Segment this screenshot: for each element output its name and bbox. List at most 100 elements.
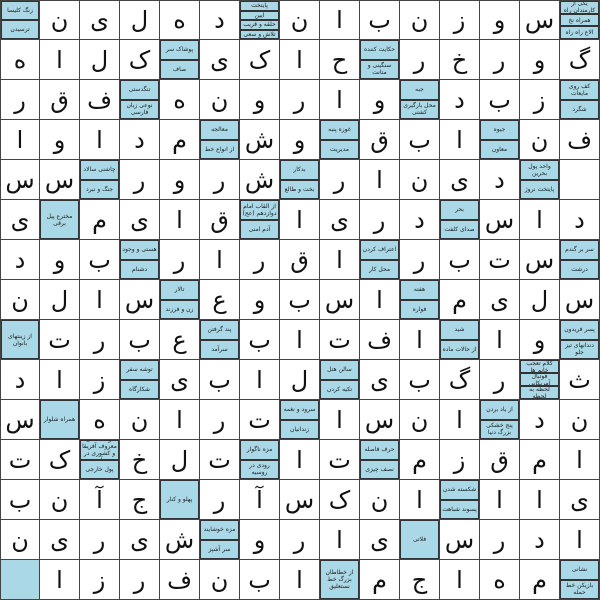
letter-cell[interactable]: ق — [280, 240, 320, 280]
letter-cell[interactable]: ی — [200, 40, 240, 80]
letter-cell[interactable]: ب — [360, 0, 400, 40]
letter-cell[interactable]: ر — [280, 80, 320, 120]
letter-cell[interactable]: ن — [40, 0, 80, 40]
letter-cell[interactable]: د — [200, 0, 240, 40]
letter-cell[interactable]: ت — [320, 320, 360, 360]
letter-cell[interactable]: ز — [80, 360, 120, 400]
letter-cell[interactable]: ا — [320, 0, 360, 40]
letter-cell[interactable]: ا — [560, 440, 600, 480]
letter-cell[interactable]: و — [240, 80, 280, 120]
letter-cell[interactable]: س — [360, 400, 400, 440]
letter-cell[interactable]: و — [40, 120, 80, 160]
empty-cell[interactable] — [560, 160, 600, 200]
letter-cell[interactable]: ر — [280, 520, 320, 560]
letter-cell[interactable]: ف — [80, 80, 120, 120]
letter-cell[interactable]: ل — [80, 40, 120, 80]
letter-cell[interactable]: ل — [280, 360, 320, 400]
letter-cell[interactable]: ر — [200, 480, 240, 520]
letter-cell[interactable]: م — [520, 440, 560, 480]
letter-cell[interactable]: س — [440, 520, 480, 560]
letter-cell[interactable]: ی — [160, 360, 200, 400]
letter-cell[interactable]: ن — [200, 80, 240, 120]
letter-cell[interactable]: ه — [80, 400, 120, 440]
letter-cell[interactable]: ن — [360, 480, 400, 520]
letter-cell[interactable]: ن — [520, 120, 560, 160]
letter-cell[interactable]: ب — [80, 240, 120, 280]
letter-cell[interactable]: د — [400, 200, 440, 240]
letter-cell[interactable]: ب — [480, 80, 520, 120]
letter-cell[interactable]: ن — [280, 0, 320, 40]
letter-cell[interactable]: ا — [280, 440, 320, 480]
letter-cell[interactable]: ر — [480, 360, 520, 400]
letter-cell[interactable]: م — [360, 560, 400, 600]
letter-cell[interactable]: ب — [280, 280, 320, 320]
letter-cell[interactable]: ی — [440, 160, 480, 200]
letter-cell[interactable]: ع — [160, 320, 200, 360]
letter-cell[interactable]: ق — [200, 200, 240, 240]
letter-cell[interactable]: ف — [160, 560, 200, 600]
letter-cell[interactable]: م — [440, 280, 480, 320]
letter-cell[interactable]: ی — [120, 520, 160, 560]
letter-cell[interactable]: د — [520, 400, 560, 440]
letter-cell[interactable]: ا — [440, 120, 480, 160]
letter-cell[interactable]: و — [280, 120, 320, 160]
letter-cell[interactable]: و — [240, 280, 280, 320]
letter-cell[interactable]: ا — [40, 560, 80, 600]
letter-cell[interactable]: و — [520, 320, 560, 360]
letter-cell[interactable]: ا — [520, 480, 560, 520]
letter-cell[interactable]: ر — [360, 200, 400, 240]
letter-cell[interactable]: ب — [400, 120, 440, 160]
letter-cell[interactable]: ن — [400, 400, 440, 440]
letter-cell[interactable]: ع — [200, 280, 240, 320]
letter-cell[interactable]: ن — [560, 400, 600, 440]
letter-cell[interactable]: ل — [520, 280, 560, 320]
letter-cell[interactable]: ی — [120, 200, 160, 240]
letter-cell[interactable]: خ — [440, 40, 480, 80]
letter-cell[interactable]: ا — [280, 560, 320, 600]
letter-cell[interactable]: د — [120, 120, 160, 160]
letter-cell[interactable]: ن — [200, 560, 240, 600]
letter-cell[interactable]: ه — [160, 0, 200, 40]
letter-cell[interactable]: س — [560, 280, 600, 320]
letter-cell[interactable]: ا — [40, 360, 80, 400]
letter-cell[interactable]: ن — [400, 0, 440, 40]
letter-cell[interactable]: ل — [160, 440, 200, 480]
letter-cell[interactable]: ه — [480, 560, 520, 600]
letter-cell[interactable]: ل — [40, 280, 80, 320]
letter-cell[interactable]: ز — [80, 560, 120, 600]
letter-cell[interactable]: د — [0, 240, 40, 280]
letter-cell[interactable]: ر — [400, 40, 440, 80]
letter-cell[interactable]: ا — [280, 40, 320, 80]
letter-cell[interactable]: ز — [440, 440, 480, 480]
letter-cell[interactable]: س — [520, 240, 560, 280]
letter-cell[interactable]: ل — [120, 0, 160, 40]
letter-cell[interactable]: ت — [40, 320, 80, 360]
letter-cell[interactable]: ن — [40, 480, 80, 520]
letter-cell[interactable]: ا — [280, 200, 320, 240]
letter-cell[interactable]: ی — [0, 200, 40, 240]
letter-cell[interactable]: ش — [240, 160, 280, 200]
letter-cell[interactable]: و — [360, 80, 400, 120]
letter-cell[interactable]: ی — [560, 480, 600, 520]
letter-cell[interactable]: ر — [0, 80, 40, 120]
letter-cell[interactable]: ق — [480, 440, 520, 480]
letter-cell[interactable]: ر — [80, 520, 120, 560]
letter-cell[interactable]: س — [320, 280, 360, 320]
letter-cell[interactable]: ا — [400, 320, 440, 360]
letter-cell[interactable]: ی — [360, 520, 400, 560]
letter-cell[interactable]: ا — [520, 200, 560, 240]
letter-cell[interactable]: ق — [360, 120, 400, 160]
letter-cell[interactable]: ب — [400, 360, 440, 400]
letter-cell[interactable]: د — [560, 200, 600, 240]
letter-cell[interactable]: ن — [0, 280, 40, 320]
letter-cell[interactable]: گ — [440, 360, 480, 400]
letter-cell[interactable]: ر — [200, 160, 240, 200]
letter-cell[interactable]: ا — [440, 560, 480, 600]
letter-cell[interactable]: ا — [80, 120, 120, 160]
letter-cell[interactable]: ز — [520, 80, 560, 120]
letter-cell[interactable]: ش — [240, 120, 280, 160]
letter-cell[interactable]: آ — [80, 480, 120, 520]
letter-cell[interactable]: ا — [320, 240, 360, 280]
letter-cell[interactable]: ی — [40, 520, 80, 560]
letter-cell[interactable]: ا — [240, 360, 280, 400]
